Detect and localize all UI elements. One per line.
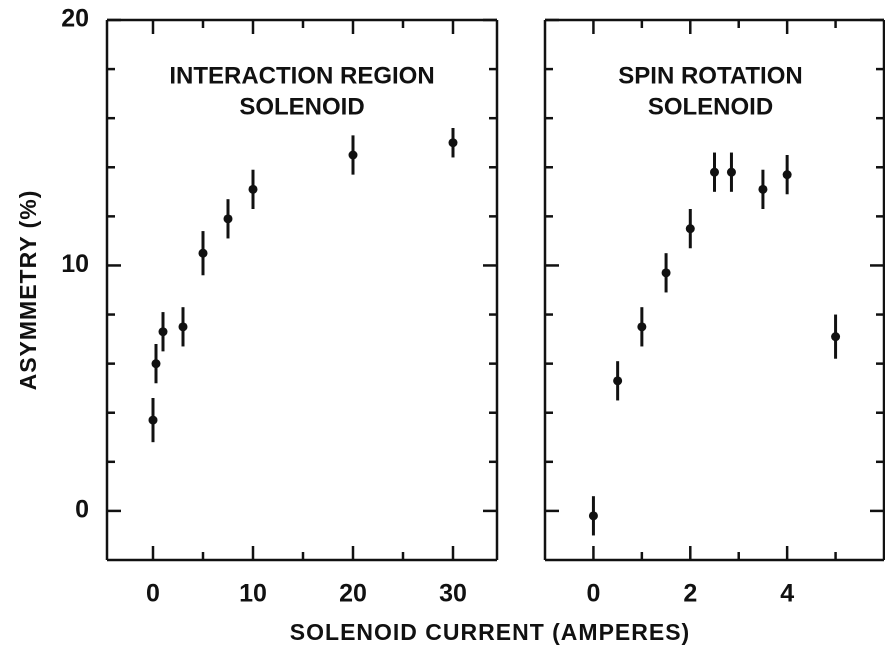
point <box>151 359 161 369</box>
point <box>637 322 647 332</box>
point <box>198 248 208 258</box>
point <box>782 170 792 180</box>
y-tick-label: 0 <box>75 496 89 524</box>
point <box>588 511 598 521</box>
point <box>158 327 168 337</box>
point <box>710 167 719 177</box>
x-tick-label: 2 <box>683 580 697 608</box>
x-tick-label: 0 <box>586 580 600 608</box>
point <box>178 322 188 332</box>
point <box>248 184 258 194</box>
y-axis-label: ASYMMETRY (%) <box>15 190 41 391</box>
point <box>661 268 671 278</box>
point <box>831 332 841 342</box>
y-tick-label: 20 <box>61 5 89 33</box>
panel-title: INTERACTION REGION <box>169 62 434 89</box>
x-tick-label: 4 <box>780 580 794 608</box>
x-tick-label: 10 <box>239 580 267 608</box>
y-tick-label: 10 <box>61 250 89 278</box>
point <box>148 415 158 425</box>
panel-title: SOLENOID <box>239 93 364 120</box>
x-tick-label: 20 <box>339 580 367 608</box>
point <box>613 376 623 386</box>
point <box>685 224 695 234</box>
x-axis-label: SOLENOID CURRENT (AMPERES) <box>290 619 690 645</box>
x-tick-label: 0 <box>146 580 160 608</box>
x-tick-label: 30 <box>439 580 467 608</box>
point <box>726 167 736 177</box>
point <box>348 150 358 160</box>
panel-title: SPIN ROTATION <box>618 62 802 89</box>
point <box>223 214 233 224</box>
panel-title: SOLENOID <box>648 93 773 120</box>
point <box>448 138 458 148</box>
point <box>758 184 768 194</box>
